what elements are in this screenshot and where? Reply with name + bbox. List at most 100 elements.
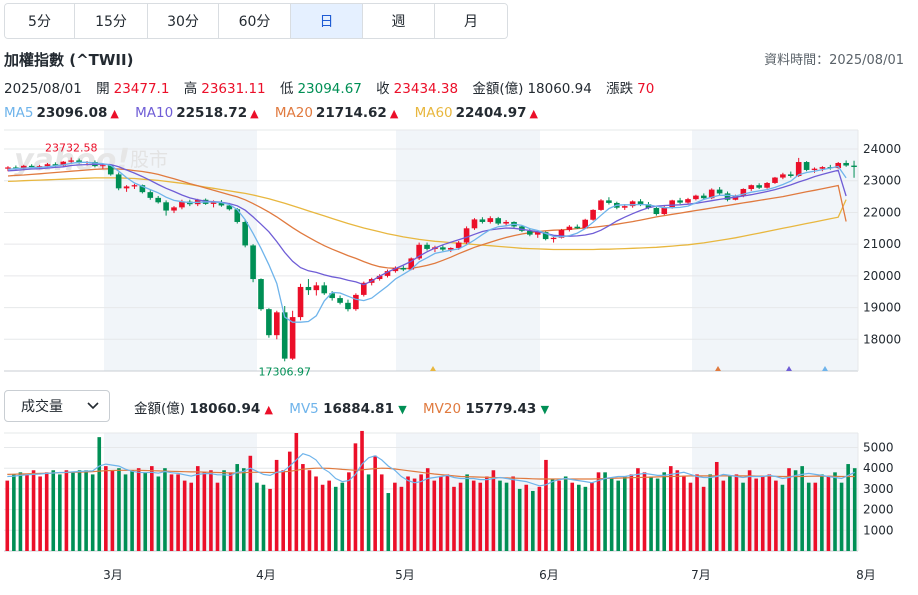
volume-bar <box>202 472 207 551</box>
event-marker-icon[interactable] <box>786 366 792 371</box>
volume-bar <box>222 470 226 551</box>
volume-legend: 金額(億) 18060.94 ▲ MV5 16884.81 ▼ MV20 157… <box>134 397 561 417</box>
volume-bar <box>511 476 515 551</box>
volume-bar <box>688 482 693 551</box>
mv5-legend-value: 16884.81 <box>323 401 394 417</box>
volume-bar <box>110 470 115 551</box>
event-markers <box>430 366 828 371</box>
volume-bar <box>255 482 259 551</box>
volume-bar <box>498 480 502 551</box>
tab-daily[interactable]: 日 <box>291 4 363 38</box>
tab-weekly[interactable]: 週 <box>363 4 435 38</box>
ma10-line <box>7 163 847 286</box>
volume-bar <box>833 472 837 551</box>
candle-body <box>621 206 628 208</box>
event-marker-icon[interactable] <box>822 366 828 371</box>
candle-body <box>376 275 383 280</box>
volume-bar <box>570 482 575 551</box>
volume-bar <box>550 478 555 551</box>
tab-15min[interactable]: 15分 <box>75 4 148 38</box>
amount-legend: 金額(億) 18060.94 ▲ <box>134 397 273 417</box>
high-label: 高 <box>183 81 198 97</box>
volume-bar <box>333 486 338 551</box>
volume-bar <box>347 472 351 551</box>
open-value: 23477.1 <box>113 81 170 97</box>
high-annotation: 23732.58 <box>45 142 98 155</box>
candle-body <box>408 258 415 270</box>
candle-body <box>629 201 636 207</box>
volume-bar <box>603 472 607 551</box>
month-shading <box>104 130 858 551</box>
volume-bar <box>412 478 417 551</box>
ma10-value: 22518.72 <box>176 105 248 121</box>
event-marker-icon[interactable] <box>715 366 721 371</box>
volume-bar <box>294 433 299 551</box>
candle-body <box>772 177 778 183</box>
ma10-legend: MA10 22518.72 ▲ <box>135 105 258 121</box>
volume-bar <box>439 476 443 551</box>
candle-body <box>590 209 596 220</box>
candle-body <box>574 226 581 229</box>
amount-value: 18060.94 <box>527 81 592 97</box>
volume-bar <box>668 466 673 551</box>
event-marker-icon[interactable] <box>430 366 436 371</box>
price-axis: 18000 19000 20000 21000 22000 23000 24000 <box>863 142 901 346</box>
high-value: 23631.11 <box>201 81 266 97</box>
volume-bar <box>577 484 581 551</box>
volume-bar <box>793 470 798 551</box>
tab-60min[interactable]: 60分 <box>219 4 291 38</box>
volume-bar <box>728 476 732 551</box>
tab-30min[interactable]: 30分 <box>148 4 219 38</box>
volume-bar <box>176 474 180 551</box>
volume-bar <box>64 470 69 551</box>
candle-body <box>527 230 533 235</box>
volume-bar <box>800 466 804 551</box>
volume-bar <box>235 464 240 551</box>
candle-body <box>534 232 541 235</box>
candle-body <box>52 164 59 166</box>
candle-body <box>843 162 849 166</box>
candle-body <box>519 226 525 231</box>
candle-body <box>234 209 241 222</box>
candle-body <box>685 199 691 203</box>
volume-bar <box>281 470 285 551</box>
volume-bar <box>708 474 712 551</box>
volume-bar <box>406 476 410 551</box>
volume-bar <box>544 459 548 551</box>
indicator-select[interactable]: 成交量 <box>4 390 110 422</box>
volume-bar <box>189 482 194 551</box>
volume-bar <box>655 478 660 551</box>
mv5-legend: MV5 16884.81 ▼ <box>289 401 406 417</box>
ma20-value: 21714.62 <box>315 105 387 121</box>
ma20-up-arrow-icon: ▲ <box>389 107 399 120</box>
candle-body <box>28 165 35 168</box>
volume-bar <box>820 474 824 551</box>
mv20-polyline <box>7 467 855 480</box>
candle-body <box>424 244 430 249</box>
candle-body <box>258 279 264 310</box>
candle-body <box>479 219 486 222</box>
low-value: 23094.67 <box>297 81 362 97</box>
volume-bar <box>97 437 102 551</box>
mv20-legend-name: MV20 <box>423 401 462 417</box>
volume-bar <box>531 490 535 551</box>
volume-bar <box>379 474 384 551</box>
tab-monthly[interactable]: 月 <box>435 4 507 38</box>
volume-bar <box>622 476 627 551</box>
volume-tick-label: 2000 <box>863 503 894 517</box>
price-tick-label: 19000 <box>863 301 901 315</box>
volume-bar <box>478 482 483 551</box>
candle-body <box>463 228 470 243</box>
candle-body <box>281 312 288 359</box>
candle-body <box>803 162 810 170</box>
close-value: 23434.38 <box>393 81 459 97</box>
candle-body <box>669 200 675 208</box>
mv5-legend-name: MV5 <box>289 401 319 417</box>
candle-body <box>321 285 328 294</box>
candle-body <box>345 302 351 310</box>
volume-bar <box>195 466 200 551</box>
volume-bar <box>721 480 726 551</box>
candle-body <box>123 186 130 189</box>
tab-5min[interactable]: 5分 <box>5 4 75 38</box>
